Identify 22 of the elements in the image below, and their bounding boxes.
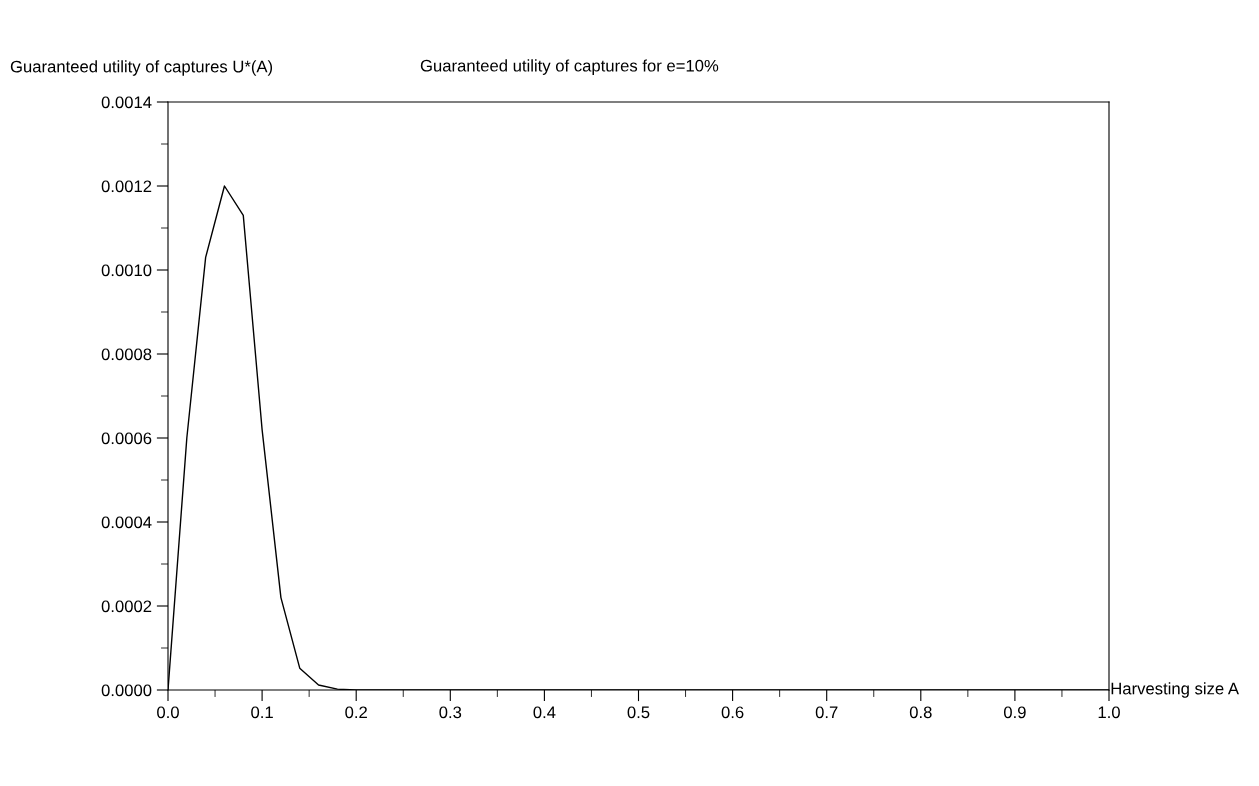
- y-tick-label: 0.0000: [101, 684, 152, 697]
- x-tick-label: 0.4: [533, 706, 556, 719]
- x-tick-label: 0.9: [1003, 706, 1026, 719]
- y-tick-label: 0.0008: [101, 348, 152, 361]
- x-tick-label: 0.6: [721, 706, 744, 719]
- y-tick-label: 0.0004: [101, 516, 152, 529]
- y-axis-title: Guaranteed utility of captures U*(A): [10, 60, 273, 76]
- y-tick-label: 0.0002: [101, 600, 152, 613]
- x-tick-label: 0.7: [815, 706, 838, 719]
- x-tick-label: 0.3: [439, 706, 462, 719]
- x-axis-title: Harvesting size A: [1111, 682, 1239, 698]
- x-tick-label: 1.0: [1098, 706, 1120, 719]
- chart-title: Guaranteed utility of captures for e=10%: [420, 59, 719, 75]
- x-tick-label: 0.0: [157, 706, 179, 719]
- x-tick-label: 0.2: [345, 706, 367, 719]
- x-tick-label: 0.1: [251, 706, 273, 719]
- y-tick-label: 0.0010: [101, 264, 152, 277]
- x-tick-label: 0.5: [627, 706, 650, 719]
- y-tick-label: 0.0012: [101, 180, 152, 193]
- x-tick-label: 0.8: [909, 706, 932, 719]
- y-tick-label: 0.0006: [101, 432, 152, 445]
- y-tick-label: 0.0014: [101, 96, 152, 109]
